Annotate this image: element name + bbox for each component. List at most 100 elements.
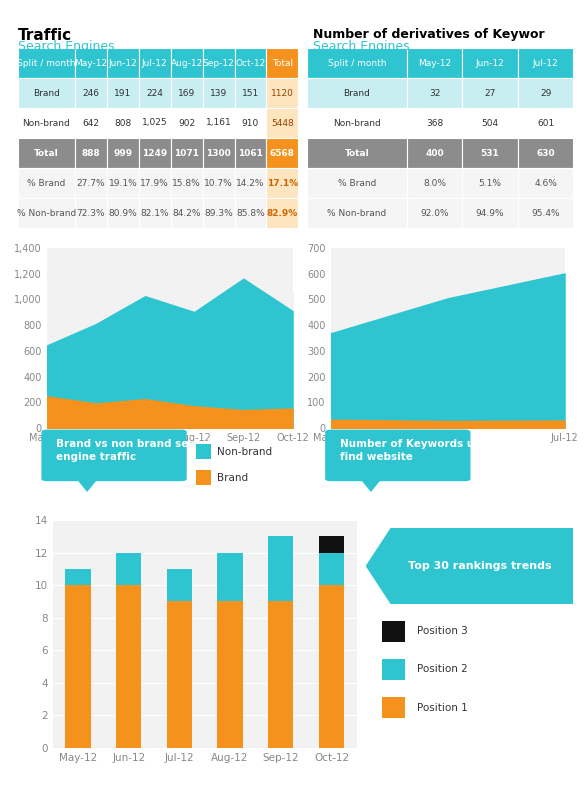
- Bar: [218, 602, 243, 748]
- Text: Brand: Brand: [343, 89, 370, 98]
- Text: Number of derivatives of Keywor: Number of derivatives of Keywor: [313, 28, 545, 41]
- Text: 5.1%: 5.1%: [479, 178, 501, 187]
- FancyBboxPatch shape: [307, 48, 407, 78]
- Bar: [319, 553, 344, 585]
- Text: 29: 29: [540, 89, 551, 98]
- FancyBboxPatch shape: [75, 48, 107, 78]
- FancyBboxPatch shape: [407, 138, 462, 168]
- Text: 902: 902: [178, 118, 195, 127]
- Text: May-12: May-12: [74, 58, 108, 67]
- Text: Jul-12: Jul-12: [142, 58, 167, 67]
- Bar: [382, 659, 405, 680]
- Text: Total: Total: [345, 149, 369, 158]
- Text: 32: 32: [429, 89, 441, 98]
- Bar: [319, 585, 344, 748]
- Text: Top 30 rankings trends: Top 30 rankings trends: [408, 561, 552, 571]
- Text: 139: 139: [210, 89, 227, 98]
- Text: 92.0%: 92.0%: [421, 209, 449, 218]
- Text: % Non-brand: % Non-brand: [16, 209, 76, 218]
- FancyBboxPatch shape: [75, 78, 107, 108]
- FancyBboxPatch shape: [18, 198, 75, 228]
- FancyBboxPatch shape: [266, 138, 298, 168]
- FancyBboxPatch shape: [139, 78, 171, 108]
- FancyBboxPatch shape: [518, 78, 573, 108]
- FancyBboxPatch shape: [462, 138, 518, 168]
- FancyBboxPatch shape: [139, 198, 171, 228]
- FancyBboxPatch shape: [202, 108, 235, 138]
- Text: 1120: 1120: [271, 89, 294, 98]
- Text: Aug-12: Aug-12: [171, 58, 203, 67]
- Bar: [319, 536, 344, 553]
- FancyBboxPatch shape: [171, 48, 202, 78]
- Text: May-12: May-12: [418, 58, 451, 67]
- FancyBboxPatch shape: [18, 78, 75, 108]
- FancyBboxPatch shape: [107, 168, 139, 198]
- FancyBboxPatch shape: [407, 108, 462, 138]
- Text: 642: 642: [82, 118, 99, 127]
- Text: 1061: 1061: [238, 149, 263, 158]
- Text: 17.9%: 17.9%: [140, 178, 169, 187]
- Text: Total: Total: [272, 58, 293, 67]
- FancyBboxPatch shape: [202, 48, 235, 78]
- FancyBboxPatch shape: [139, 108, 171, 138]
- Bar: [66, 585, 91, 748]
- Bar: [116, 585, 142, 748]
- Polygon shape: [366, 528, 573, 604]
- Text: 224: 224: [146, 89, 163, 98]
- Text: Position 3: Position 3: [417, 626, 467, 636]
- Text: 246: 246: [82, 89, 99, 98]
- Text: 504: 504: [481, 118, 498, 127]
- Text: 19.1%: 19.1%: [108, 178, 137, 187]
- FancyBboxPatch shape: [202, 78, 235, 108]
- FancyBboxPatch shape: [266, 48, 298, 78]
- Text: 4.6%: 4.6%: [534, 178, 557, 187]
- Text: 82.9%: 82.9%: [267, 209, 298, 218]
- FancyBboxPatch shape: [18, 48, 75, 78]
- FancyBboxPatch shape: [518, 168, 573, 198]
- FancyBboxPatch shape: [518, 198, 573, 228]
- FancyBboxPatch shape: [518, 48, 573, 78]
- Bar: [382, 697, 405, 718]
- Bar: [167, 569, 192, 602]
- FancyBboxPatch shape: [266, 168, 298, 198]
- Text: % Non-brand: % Non-brand: [328, 209, 387, 218]
- Text: 400: 400: [425, 149, 444, 158]
- FancyBboxPatch shape: [18, 168, 75, 198]
- FancyBboxPatch shape: [42, 430, 187, 481]
- FancyBboxPatch shape: [307, 78, 407, 108]
- FancyBboxPatch shape: [171, 138, 202, 168]
- FancyBboxPatch shape: [462, 78, 518, 108]
- Text: 17.1%: 17.1%: [267, 178, 298, 187]
- Text: 1,161: 1,161: [206, 118, 232, 127]
- FancyBboxPatch shape: [171, 198, 202, 228]
- FancyBboxPatch shape: [462, 198, 518, 228]
- Bar: [268, 536, 294, 602]
- FancyBboxPatch shape: [139, 168, 171, 198]
- Text: 601: 601: [537, 118, 554, 127]
- Text: Sep-12: Sep-12: [202, 58, 235, 67]
- Text: Split / month: Split / month: [17, 58, 75, 67]
- Bar: [116, 553, 142, 585]
- Text: 910: 910: [242, 118, 259, 127]
- Text: 14.2%: 14.2%: [236, 178, 265, 187]
- FancyBboxPatch shape: [407, 168, 462, 198]
- Text: 8.0%: 8.0%: [423, 178, 446, 187]
- Text: Search Engines: Search Engines: [18, 40, 114, 53]
- FancyBboxPatch shape: [462, 108, 518, 138]
- FancyBboxPatch shape: [307, 168, 407, 198]
- Text: 84.2%: 84.2%: [173, 209, 201, 218]
- FancyBboxPatch shape: [107, 198, 139, 228]
- FancyBboxPatch shape: [235, 168, 266, 198]
- Text: Non-brand: Non-brand: [333, 118, 381, 127]
- Text: Brand: Brand: [217, 473, 248, 482]
- FancyBboxPatch shape: [407, 48, 462, 78]
- Text: % Brand: % Brand: [338, 178, 376, 187]
- FancyBboxPatch shape: [202, 138, 235, 168]
- Text: 808: 808: [114, 118, 132, 127]
- Text: 169: 169: [178, 89, 195, 98]
- Text: Position 2: Position 2: [417, 664, 467, 674]
- Text: 368: 368: [426, 118, 443, 127]
- Text: 999: 999: [113, 149, 132, 158]
- Text: 531: 531: [481, 149, 500, 158]
- Text: Brand: Brand: [33, 89, 60, 98]
